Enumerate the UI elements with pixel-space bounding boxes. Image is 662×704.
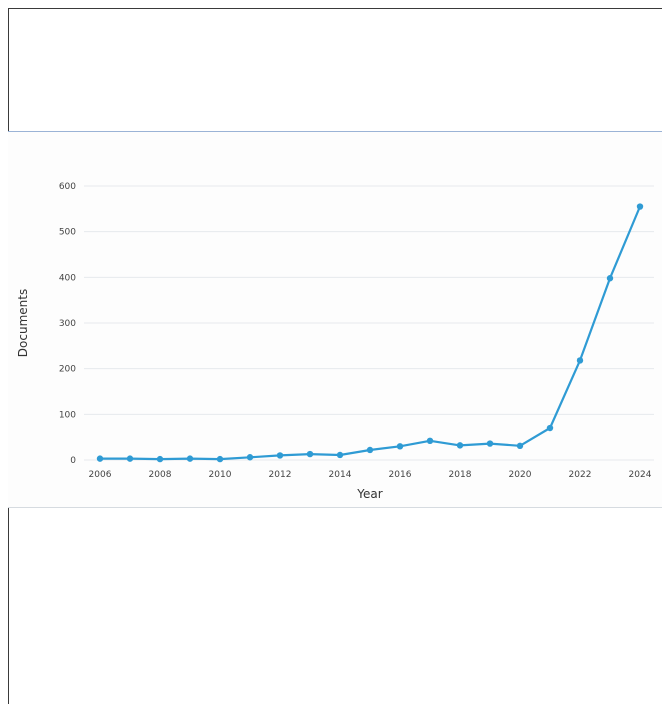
data-point-2021 xyxy=(546,424,554,432)
data-point-2024 xyxy=(636,203,644,210)
x-tick-label: 2016 xyxy=(389,470,412,480)
x-tick-label: 2018 xyxy=(449,470,472,480)
data-point-2011 xyxy=(246,454,254,461)
chart-panel xyxy=(8,132,662,507)
series-line xyxy=(98,205,642,461)
data-point-2017 xyxy=(426,437,434,445)
data-point-2018 xyxy=(456,442,464,449)
data-point-2012 xyxy=(276,452,284,459)
y-axis-title: Documents xyxy=(16,289,30,357)
data-point-2006 xyxy=(96,455,104,462)
y-tick-labels: 0 100 200 300 400 500 600 xyxy=(59,182,76,466)
data-point-2008 xyxy=(156,455,164,463)
y-tick-label: 200 xyxy=(59,365,76,375)
data-point-2022 xyxy=(576,357,584,364)
x-tick-label: 2006 xyxy=(89,470,112,480)
bottom-divider xyxy=(8,507,662,508)
top-divider xyxy=(8,131,662,132)
x-tick-label: 2008 xyxy=(149,470,172,480)
y-tick-label: 0 xyxy=(70,456,76,466)
data-point-2020 xyxy=(516,442,524,450)
series-documents xyxy=(96,203,644,463)
grid-lines xyxy=(84,185,654,461)
data-point-2019 xyxy=(486,440,494,447)
y-tick-label: 300 xyxy=(59,319,76,329)
y-tick-label: 600 xyxy=(59,182,76,192)
x-tick-label: 2010 xyxy=(209,470,232,480)
x-axis-title: Year xyxy=(356,487,382,501)
y-tick-label: 500 xyxy=(59,228,76,238)
data-point-2010 xyxy=(216,455,224,463)
x-tick-label: 2020 xyxy=(509,470,532,480)
data-point-2013 xyxy=(306,450,314,458)
data-point-2009 xyxy=(186,455,194,462)
data-point-2023 xyxy=(606,275,614,282)
x-tick-label: 2022 xyxy=(569,470,592,480)
x-tick-label: 2014 xyxy=(329,470,352,480)
data-point-2007 xyxy=(126,455,134,462)
y-tick-label: 400 xyxy=(59,273,76,283)
data-point-2015 xyxy=(366,446,374,454)
x-tick-labels: 2006 2008 2010 2012 2014 2016 2018 2020 2022 2024 xyxy=(89,470,652,480)
x-tick-label: 2024 xyxy=(629,470,652,480)
data-point-2016 xyxy=(396,443,404,450)
y-tick-label: 100 xyxy=(59,410,76,420)
data-point-2014 xyxy=(336,451,344,459)
x-tick-label: 2012 xyxy=(269,470,292,480)
